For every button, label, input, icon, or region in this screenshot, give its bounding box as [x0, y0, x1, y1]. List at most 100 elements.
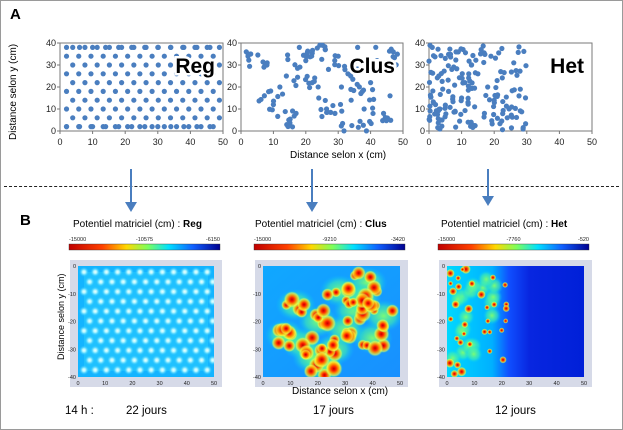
colorbar-tick-label: -3420: [391, 237, 405, 243]
moisture-spot: [112, 267, 123, 277]
y-tick-label: -20: [253, 320, 261, 326]
data-point: [149, 71, 155, 77]
data-point: [427, 117, 433, 123]
colorbar-tick-label: -6150: [206, 237, 220, 243]
moisture-spot: [146, 325, 157, 336]
y-tick-label: 10: [227, 104, 237, 114]
dry-spot: [460, 266, 466, 273]
moisture-spot: [95, 316, 106, 326]
dry-halo: [477, 270, 496, 289]
data-point: [354, 66, 361, 72]
data-point: [131, 97, 137, 103]
duration-reg: 22 jours: [126, 405, 167, 417]
moisture-spot: [123, 345, 134, 356]
data-point: [76, 124, 83, 130]
data-point: [82, 44, 88, 51]
x-tick-label: 20: [120, 137, 130, 147]
dry-spot: [461, 331, 467, 337]
data-point: [458, 111, 464, 117]
dry-spot: [316, 343, 328, 354]
moisture-spot: [129, 296, 140, 307]
data-point: [432, 102, 439, 108]
moisture-spot: [112, 286, 123, 297]
moisture-spot: [107, 355, 117, 366]
data-point: [490, 103, 497, 110]
data-point: [155, 62, 161, 68]
moisture-spot: [123, 365, 134, 375]
data-point: [452, 82, 458, 88]
moisture-spot: [118, 335, 129, 346]
moisture-spot: [168, 365, 179, 375]
data-point: [435, 46, 441, 52]
moisture-spot: [146, 345, 157, 356]
moisture-spot: [207, 355, 214, 366]
data-point: [360, 122, 366, 128]
data-point: [481, 59, 487, 66]
data-point: [293, 82, 299, 89]
x-tick-label: 40: [554, 137, 564, 147]
x-tick-label: 20: [315, 381, 321, 387]
data-point: [315, 84, 321, 90]
moisture-spot: [95, 335, 106, 346]
data-point: [283, 73, 289, 79]
data-point: [76, 71, 82, 77]
data-point: [194, 44, 200, 51]
data-point: [394, 51, 400, 57]
dry-spot: [321, 288, 335, 302]
data-point: [216, 115, 223, 121]
data-point: [352, 59, 358, 65]
data-point: [471, 85, 478, 91]
data-point: [106, 62, 112, 68]
data-point: [517, 86, 523, 92]
dry-spot: [448, 287, 458, 296]
data-point: [131, 62, 137, 68]
data-point: [207, 124, 213, 130]
y-tick-label: -40: [253, 375, 261, 381]
data-point: [194, 124, 200, 130]
moisture-spot: [191, 365, 201, 375]
data-point: [515, 49, 521, 55]
y-tick-label: 0: [420, 126, 425, 136]
dry-spot: [481, 328, 488, 336]
moisture-spot: [185, 296, 196, 307]
moisture-spot: [157, 267, 168, 277]
data-point: [246, 57, 252, 63]
data-point: [180, 80, 186, 86]
data-point: [508, 125, 515, 131]
data-point: [371, 96, 377, 103]
data-point: [186, 53, 192, 59]
data-point: [426, 79, 433, 86]
y-tick-label: -30: [68, 347, 76, 353]
data-point: [155, 44, 161, 51]
data-point: [448, 54, 454, 60]
heatmap-title-clus: Potentiel matriciel (cm) : Clus: [255, 219, 387, 230]
data-point: [103, 44, 109, 51]
moisture-spot: [112, 306, 123, 317]
data-point: [119, 62, 125, 68]
moisture-spot: [196, 335, 207, 346]
x-tick-label: 30: [522, 137, 532, 147]
moisture-spot: [163, 355, 173, 366]
data-point: [100, 88, 106, 94]
data-point: [216, 97, 223, 103]
moisture-spot: [146, 267, 157, 277]
data-point: [504, 115, 510, 121]
colorbar-tick-label: -10575: [136, 237, 153, 243]
data-point: [304, 50, 310, 56]
dry-spot: [485, 318, 491, 324]
dry-spot: [499, 356, 507, 364]
data-point: [361, 106, 367, 112]
data-point: [173, 53, 180, 59]
data-point: [452, 108, 458, 114]
moisture-spot: [79, 345, 89, 356]
moisture-spot: [191, 267, 201, 277]
dry-spot: [325, 360, 343, 377]
data-point: [494, 77, 500, 84]
data-point: [499, 75, 505, 81]
dry-spot: [454, 282, 463, 291]
data-point: [370, 105, 376, 111]
data-point: [432, 54, 438, 60]
data-point: [90, 44, 96, 51]
data-point: [436, 73, 442, 79]
dry-spot: [300, 349, 312, 361]
